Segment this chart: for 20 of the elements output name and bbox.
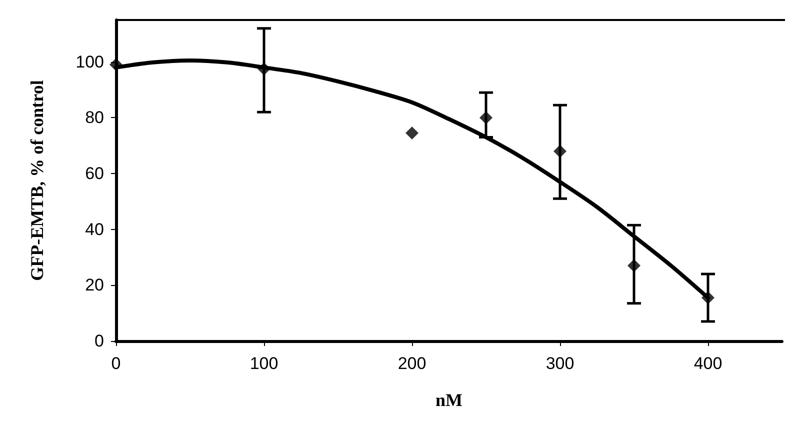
point (258, 62, 270, 76)
point (702, 291, 714, 304)
y-tick-label: 100 (76, 52, 104, 72)
x-tick-label: 0 (111, 354, 121, 373)
point (480, 111, 492, 124)
x-axis-title: nM (436, 390, 463, 410)
x-tick-label: 200 (398, 354, 426, 373)
y-tick-label: 20 (85, 276, 104, 295)
point (554, 144, 566, 158)
point (628, 259, 640, 272)
x-tick-label: 100 (250, 354, 278, 373)
x-tick-label: 400 (694, 354, 722, 373)
y-tick-label: 80 (85, 108, 104, 128)
point (110, 58, 122, 72)
point (406, 126, 418, 140)
y-axis-title: GFP-EMTB, % of control (27, 80, 47, 281)
y-tick-label: 60 (85, 164, 104, 184)
x-tick-label: 300 (546, 354, 574, 373)
y-tick-label: 0 (94, 332, 104, 350)
y-tick-label: 40 (85, 220, 104, 239)
